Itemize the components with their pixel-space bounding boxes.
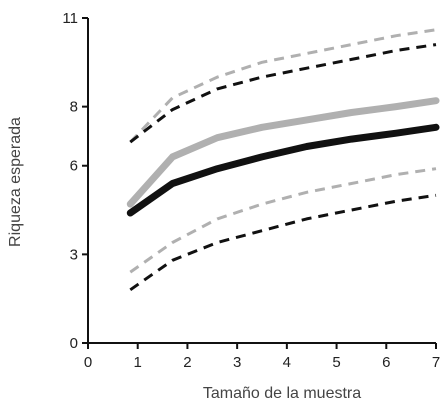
series-line-dashed-gray-2 (129, 28, 437, 144)
y-ticks: 0 3 6 8 11 (62, 10, 88, 352)
series-line-dashed-black-3 (129, 43, 437, 144)
y-tick-label: 11 (62, 10, 78, 27)
x-tick-label: 3 (233, 354, 241, 371)
x-tick-label: 2 (183, 354, 191, 371)
x-tick-label: 4 (283, 354, 291, 371)
series-line-dashed-black-5 (129, 193, 437, 292)
series-line-solid-gray-0 (126, 97, 440, 208)
x-tick-label: 6 (382, 354, 390, 371)
series-line-solid-black-1 (126, 123, 440, 217)
series-lines (126, 28, 440, 292)
y-axis-title: Riqueza esperada (7, 117, 24, 247)
x-ticks: 0 1 2 3 4 5 6 7 (84, 343, 440, 371)
x-tick-label: 1 (134, 354, 142, 371)
series-line-dashed-gray-4 (129, 167, 437, 274)
y-tick-label: 3 (70, 246, 78, 263)
x-tick-label: 0 (84, 354, 92, 371)
x-tick-label: 7 (432, 354, 440, 371)
x-axis-title: Tamaño de la muestra (203, 385, 361, 402)
y-tick-label: 8 (70, 99, 78, 116)
y-tick-label: 6 (70, 158, 78, 175)
x-tick-label: 5 (332, 354, 340, 371)
y-tick-label: 0 (70, 335, 78, 352)
